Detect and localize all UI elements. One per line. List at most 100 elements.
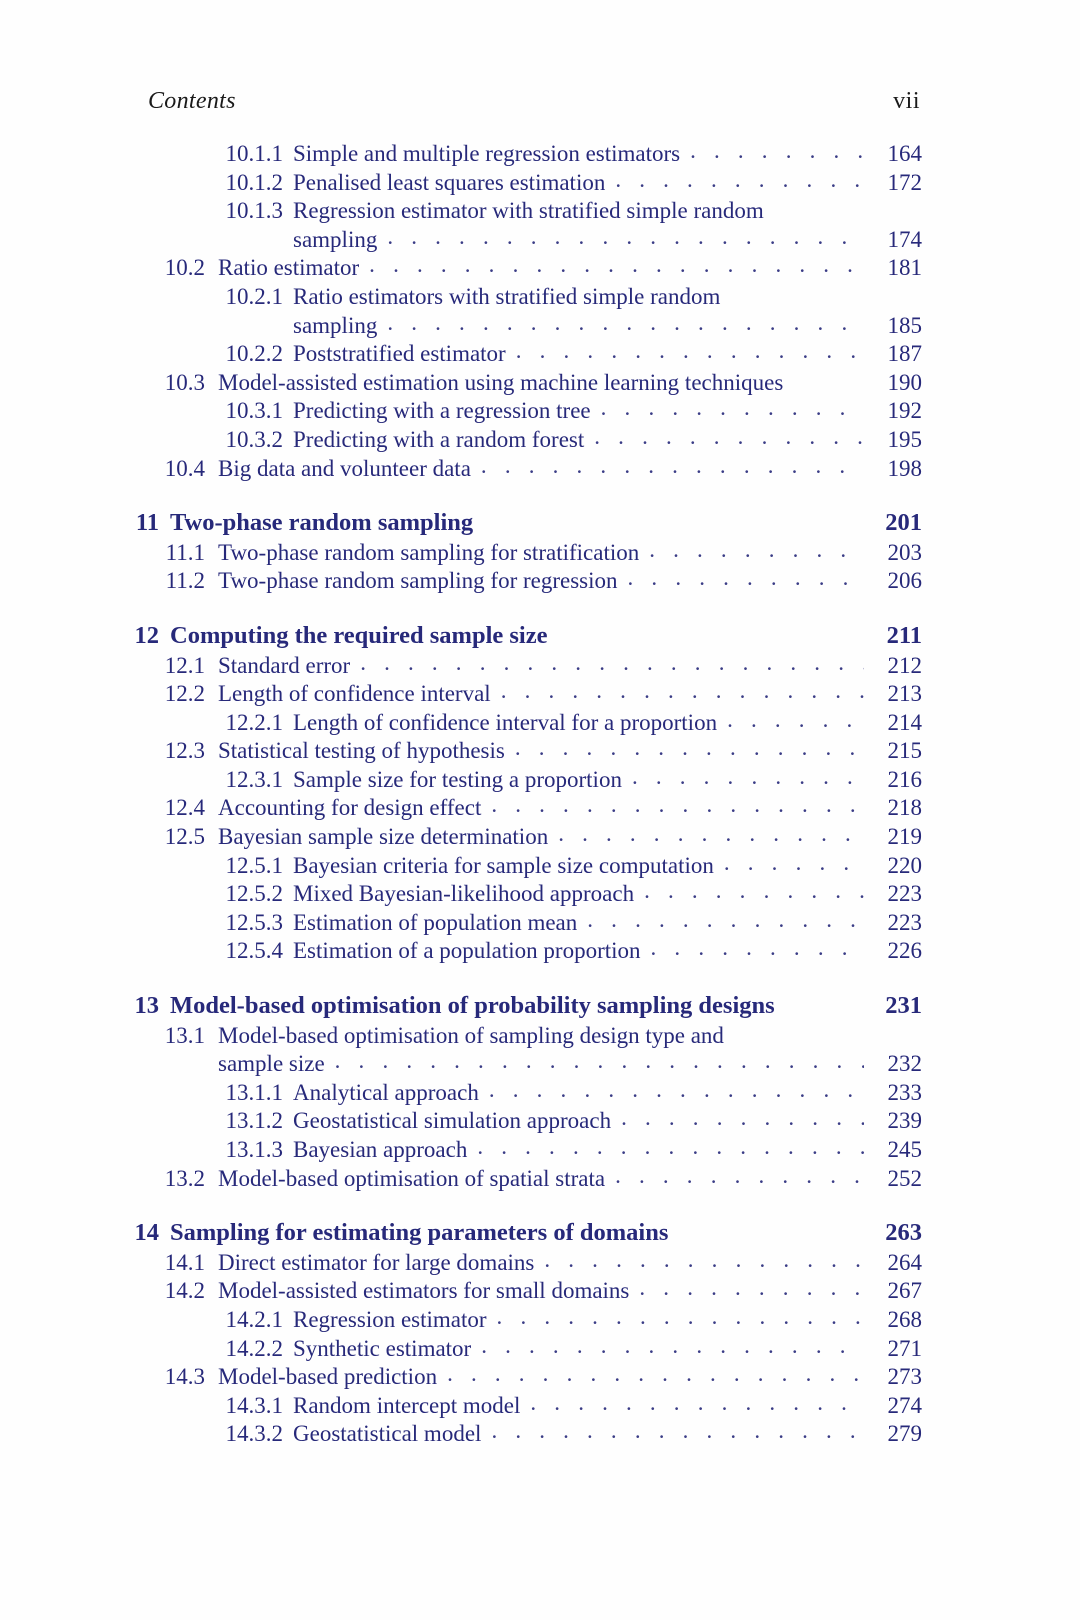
toc-entry-page-number: 220 <box>887 852 923 878</box>
toc-entry-page-number: 263 <box>885 1219 922 1247</box>
dot-leader: . . . . . . . . . . . . . . . . . . . . … <box>627 565 864 591</box>
toc-subsection-entry[interactable]: 13.1.1 Analytical approach . . . . . . . .… <box>130 1077 923 1108</box>
toc-entry-number: 12.3 <box>164 738 205 764</box>
toc-subsection-entry[interactable]: 12.3.1 Sample size for testing a proporti… <box>130 764 923 795</box>
toc-entry-title: Geostatistical model <box>293 1421 482 1447</box>
toc-subsection-entry[interactable]: 10.2.1 Ratio estimators with stratified s… <box>130 283 922 312</box>
toc-section-entry[interactable]: 12.3 Statistical testing of hypothesis . .… <box>130 735 922 766</box>
toc-entry-number: 10.4 <box>164 455 205 481</box>
toc-continuation-line[interactable]: sample size . . . . . . . . . . . . . . .… <box>130 1048 923 1079</box>
toc-entry-page-number: 195 <box>887 426 923 452</box>
dot-leader: . . . . . . . . . . . . . . . . . . . . … <box>600 395 864 421</box>
toc-subsection-entry[interactable]: 14.2.2 Synthetic estimator . . . . . . . .… <box>130 1332 923 1364</box>
dot-leader: . . . . . . . . . . . . . . . . . . . . … <box>491 1418 864 1444</box>
toc-entry-title: Synthetic estimator <box>293 1335 472 1361</box>
toc-entry-page-number: 226 <box>887 938 923 964</box>
toc-subsection-entry[interactable]: 12.5.3 Estimation of population mean . . .… <box>130 906 923 938</box>
toc-entry-title: sampling <box>293 312 378 338</box>
toc-entry-number: 10.2 <box>164 255 205 281</box>
toc-subsection-entry[interactable]: 10.1.3 Regression estimator with stratifi… <box>130 197 922 226</box>
toc-subsection-entry[interactable]: 13.1.3 Bayesian approach . . . . . . . . .… <box>130 1134 923 1165</box>
dot-leader: . . . . . . . . . . . . . . . . . . . . … <box>496 1303 864 1329</box>
toc-entry-number: 10.3.1 <box>225 398 284 424</box>
toc-entry-page-number: 273 <box>887 1364 923 1390</box>
toc-subsection-entry[interactable]: 10.3.2 Predicting with a random forest . .… <box>130 424 923 455</box>
dot-leader: . . . . . . . . . . . . . . . . . . . . … <box>447 1361 864 1387</box>
toc-entry-page-number: 245 <box>887 1137 923 1162</box>
toc-section-entry[interactable]: 12.5 Bayesian sample size determination . … <box>130 821 923 852</box>
toc-chapter-entry[interactable]: 13 Model-based optimisation of probabilit… <box>130 992 923 1021</box>
toc-subsection-entry[interactable]: 10.3.1 Predicting with a regression tree.… <box>130 395 923 426</box>
toc-entry-number: 13.1.2 <box>225 1108 284 1134</box>
toc-section-entry[interactable]: 10.4 Big data and volunteer data . . . . .… <box>130 453 923 484</box>
toc-entry-page-number: 201 <box>885 509 922 537</box>
toc-entry-number: 13.2 <box>164 1165 205 1191</box>
toc-subsection-entry[interactable]: 13.1.2 Geostatistical simulation approach… <box>130 1105 923 1136</box>
toc-entry-title: Estimation of population mean <box>293 909 578 935</box>
toc-entry-page-number: 181 <box>887 255 923 281</box>
toc-section-entry[interactable]: 12.4 Accounting for design effect . . . . … <box>130 792 922 823</box>
toc-entry-page-number: 190 <box>887 369 923 395</box>
toc-subsection-entry[interactable]: 10.1.2 Penalised least squares estimation… <box>130 166 923 198</box>
toc-entry-page-number: 213 <box>887 681 923 707</box>
toc-entry-number: 13.1 <box>164 1022 205 1048</box>
toc-continuation-line[interactable]: sampling . . . . . . . . . . . . . . . . … <box>130 224 922 255</box>
toc-subsection-entry[interactable]: 12.2.1 Length of confidence interval for … <box>130 706 923 738</box>
toc-entry-number: 10.1.1 <box>225 141 284 166</box>
toc-entry-number: 14 <box>134 1219 160 1247</box>
running-header: Contents vii <box>148 88 920 115</box>
dot-leader: . . . . . . . . . . . . . . . . . . . . … <box>587 906 864 932</box>
toc-subsection-entry[interactable]: 10.2.2 Poststratified estimator . . . . . … <box>130 338 923 369</box>
toc-section-entry[interactable]: 10.3 Model-assisted estimation using mach… <box>130 369 922 398</box>
toc-entry-number: 14.3.1 <box>225 1392 284 1418</box>
toc-subsection-entry[interactable]: 14.3.1 Random intercept model . . . . . . … <box>130 1390 923 1421</box>
toc-entry-number: 12.4 <box>164 795 205 821</box>
toc-entry-number: 10.2.2 <box>225 341 284 367</box>
toc-entry-title: Simple and multiple regression estimator… <box>293 141 681 166</box>
toc-entry-page-number: 198 <box>887 455 923 481</box>
toc-section-entry[interactable]: 14.2 Model-assisted estimators for small … <box>130 1275 922 1306</box>
toc-section-entry[interactable]: 11.2 Two-phase random sampling for regres… <box>130 565 922 596</box>
toc-section-entry[interactable]: 14.3 Model-based prediction . . . . . . . … <box>130 1361 923 1392</box>
toc-entry-title: Length of confidence interval <box>218 681 491 707</box>
toc-entry-number: 11 <box>135 509 159 537</box>
toc-entry-page-number: 219 <box>887 824 923 850</box>
toc-entry-page-number: 203 <box>887 539 923 565</box>
toc-section-entry[interactable]: 12.2 Length of confidence interval . . . .… <box>130 678 923 709</box>
toc-entry-number: 12.2 <box>164 681 205 707</box>
toc-section-entry[interactable]: 13.1 Model-based optimisation of sampling… <box>130 1022 922 1051</box>
dot-leader: . . . . . . . . . . . . . . . . . . . . … <box>615 166 864 192</box>
toc-subsection-entry[interactable]: 12.5.1 Bayesian criteria for sample size … <box>130 850 923 881</box>
toc-subsection-entry[interactable]: 14.3.2 Geostatistical model . . . . . . . … <box>130 1418 923 1449</box>
toc-section-entry[interactable]: 14.1 Direct estimator for large domains . … <box>130 1247 922 1278</box>
toc-entry-page-number: 268 <box>887 1306 923 1332</box>
toc-entry-number: 14.2.1 <box>225 1306 284 1332</box>
toc-subsection-entry[interactable]: 12.5.2 Mixed Bayesian-likelihood approach… <box>130 878 923 909</box>
toc-subsection-entry[interactable]: 10.1.1 Simple and multiple regression est… <box>130 138 923 169</box>
toc-entry-title: Two-phase random sampling for stratifica… <box>218 539 640 565</box>
dot-leader: . . . . . . . . . . . . . . . . . . . . … <box>491 792 864 818</box>
toc-section-entry[interactable]: 13.2 Model-based optimisation of spatial … <box>130 1163 922 1194</box>
toc-chapter-entry[interactable]: 14 Sampling for estimating parameters of … <box>130 1219 923 1248</box>
toc-section-entry[interactable]: 12.1 Standard error . . . . . . . . . . . … <box>130 650 922 681</box>
toc-entry-page-number: 232 <box>887 1051 923 1077</box>
dot-leader: . . . . . . . . . . . . . . . . . . . . … <box>481 1332 864 1358</box>
toc-section-entry[interactable]: 10.2 Ratio estimator . . . . . . . . . . .… <box>130 252 923 283</box>
toc-continuation-line[interactable]: sampling . . . . . . . . . . . . . . . . … <box>130 310 922 341</box>
toc-entry-title: Model-based optimisation of sampling des… <box>218 1022 724 1048</box>
toc-entry-page-number: 192 <box>887 398 923 424</box>
dot-leader: . . . . . . . . . . . . . . . . . . . . … <box>514 735 864 761</box>
toc-section-entry[interactable]: 11.1 Two-phase random sampling for strati… <box>130 537 923 568</box>
dot-leader: . . . . . . . . . . . . . . . . . . . . … <box>644 878 864 904</box>
toc-subsection-entry[interactable]: 14.2.1 Regression estimator . . . . . . . … <box>130 1303 923 1335</box>
toc-entry-number: 12.5.1 <box>225 852 284 878</box>
toc-subsection-entry[interactable]: 12.5.4 Estimation of a population proport… <box>130 935 923 966</box>
toc-entry-page-number: 172 <box>887 169 923 195</box>
toc-entry-title: Estimation of a population proportion <box>293 938 641 964</box>
toc-entry-number: 10.3.2 <box>225 426 284 452</box>
dot-leader: . . . . . . . . . . . . . . . . . . . . … <box>727 706 864 732</box>
toc-entry-title: Regression estimator <box>293 1306 487 1332</box>
